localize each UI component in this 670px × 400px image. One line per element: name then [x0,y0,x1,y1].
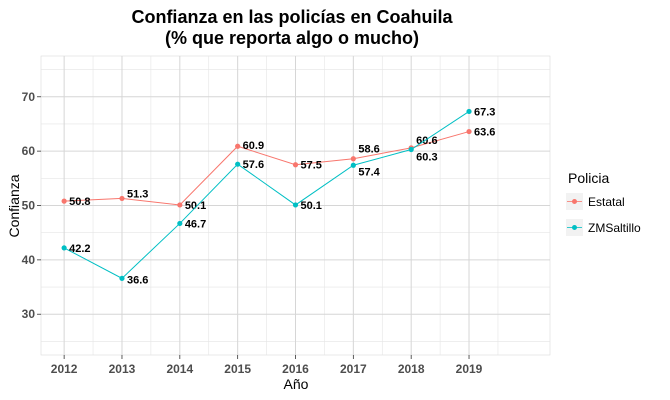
data-label-estatal: 50.1 [185,200,206,212]
data-point-zmsaltillo [408,146,414,153]
data-point-zmsaltillo [350,162,356,168]
data-label-zmsaltillo: 46.7 [185,218,206,230]
legend: Policia Estatal ZMSaltillo [566,170,641,236]
x-tick-label: 2015 [224,362,251,376]
data-point-zmsaltillo [235,161,241,167]
y-tick-label: 60 [22,144,36,158]
data-point-estatal [235,143,241,149]
y-tick-label: 40 [22,253,36,267]
legend-label-zmsaltillo: ZMSaltillo [588,221,641,235]
legend-label-estatal: Estatal [588,195,625,209]
series-layer: 50.8 51.3 50.1 60.9 57.5 58.6 60.6 63.6 42.2 36.6… [61,106,495,286]
chart-title-line1: Confianza en las policías en Coahuila [131,7,453,27]
x-tick-label: 2017 [340,362,367,376]
x-tick-label: 2016 [282,362,309,376]
x-tick-label: 2012 [51,362,78,376]
data-label-estatal: 60.9 [243,140,264,152]
data-label-zmsaltillo: 57.4 [358,166,380,178]
series-line-zmsaltillo [63,111,470,279]
data-point-zmsaltillo [119,275,125,281]
x-tick-label: 2018 [398,362,425,376]
data-point-estatal [466,128,472,135]
data-label-estatal: 51.3 [127,188,148,200]
grid [41,56,550,355]
x-axis-title: Año [284,376,309,392]
data-label-zmsaltillo: 42.2 [69,243,90,255]
y-axis-title: Confianza [6,174,22,237]
data-point-zmsaltillo [292,202,299,208]
y-tick-label: 50 [22,199,36,213]
legend-key-dot-zmsaltillo [572,225,577,230]
y-axis-ticks: 30 40 50 60 70 [22,90,41,321]
x-tick-label: 2013 [109,362,136,376]
data-point-estatal [61,198,67,204]
data-label-zmsaltillo: 36.6 [127,274,148,286]
x-tick-label: 2014 [166,362,193,376]
data-point-zmsaltillo [177,220,183,227]
legend-key-dot-estatal [572,199,577,204]
data-label-zmsaltillo: 57.6 [243,159,264,171]
data-point-zmsaltillo [61,245,67,251]
legend-title: Policia [568,170,609,186]
data-label-estatal: 63.6 [474,127,495,139]
data-point-estatal [177,202,183,208]
series-estatal: 50.8 51.3 50.1 60.9 57.5 58.6 60.6 63.6 [61,127,495,212]
data-label-estatal: 50.8 [69,196,90,208]
data-point-estatal [292,162,299,168]
data-label-zmsaltillo: 67.3 [474,106,495,118]
data-point-zmsaltillo [466,108,472,115]
series-zmsaltillo: 42.2 36.6 46.7 57.6 50.1 57.4 60.3 67.3 [61,106,495,286]
data-label-estatal: 58.6 [358,144,379,156]
data-label-zmsaltillo: 50.1 [301,200,322,212]
x-axis-ticks: 2012 2013 2014 2015 2016 2017 2018 2019 [51,355,483,376]
chart-title-line2: (% que reporta algo o mucho) [165,28,419,48]
data-point-estatal [119,195,125,202]
data-label-estatal: 60.6 [416,135,437,147]
y-tick-label: 70 [22,90,36,104]
data-point-estatal [350,156,356,162]
series-line-estatal [64,131,470,206]
data-label-estatal: 57.5 [301,160,322,172]
x-tick-label: 2019 [456,362,483,376]
data-label-zmsaltillo: 60.3 [416,152,437,164]
y-tick-label: 30 [22,307,36,321]
